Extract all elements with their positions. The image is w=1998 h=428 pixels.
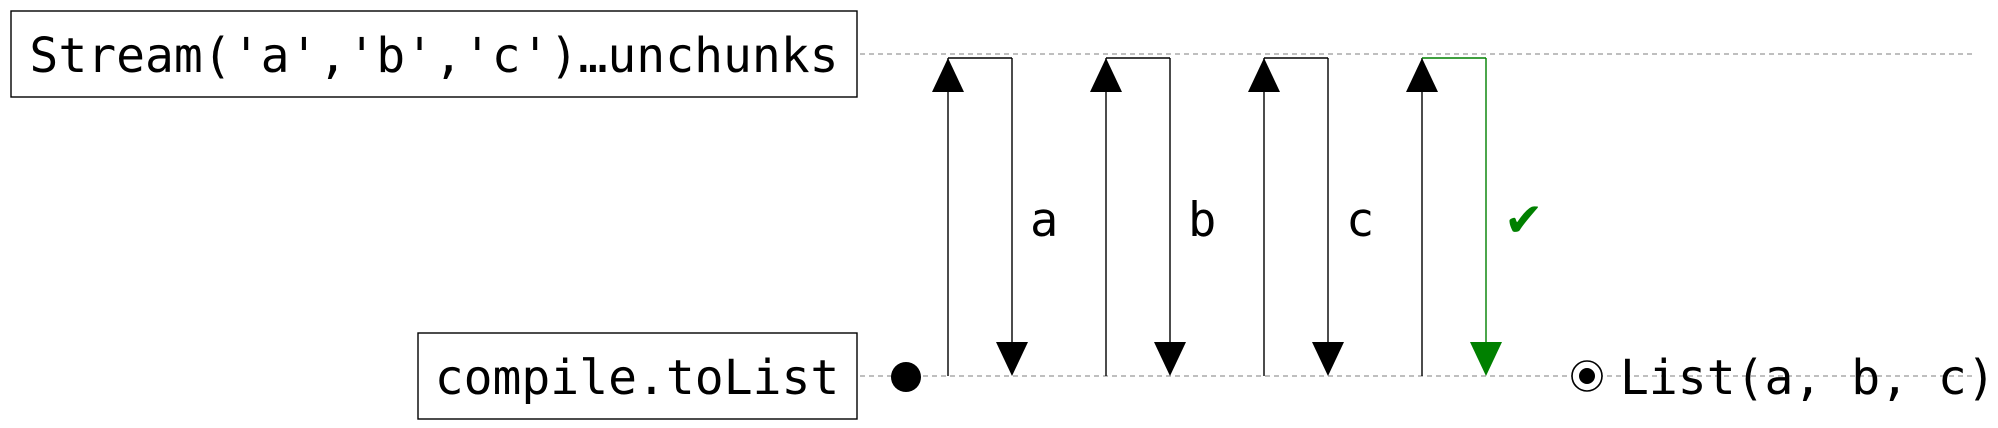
start-dot-icon <box>891 362 921 392</box>
exchange-2: b <box>1090 57 1216 376</box>
push-arrow-icon <box>1154 342 1186 376</box>
exchange-3: c <box>1248 57 1374 376</box>
push-arrow-icon <box>1470 342 1502 376</box>
element-label: c <box>1346 193 1374 248</box>
push-arrow-icon <box>996 342 1028 376</box>
pull-arrow-icon <box>932 58 964 92</box>
pull-arrow-icon <box>1090 58 1122 92</box>
end-marker-inner-icon <box>1579 368 1595 384</box>
push-arrow-icon <box>1312 342 1344 376</box>
complete-check-icon: ✔ <box>1504 193 1543 248</box>
upstream-box <box>10 10 858 98</box>
downstream-label: compile.toList <box>435 350 840 406</box>
exchange-4: ✔ <box>1406 57 1543 376</box>
upstream-label: Stream('a','b','c')…unchunks <box>29 28 838 84</box>
exchanges-group: a b c ✔ <box>932 57 1543 376</box>
pull-arrow-icon <box>1248 58 1280 92</box>
exchange-1: a <box>932 57 1058 376</box>
downstream-box <box>417 332 858 420</box>
pull-arrow-icon <box>1406 58 1438 92</box>
result-label: List(a, b, c) <box>1620 350 1996 406</box>
element-label: a <box>1030 193 1058 248</box>
element-label: b <box>1188 193 1216 248</box>
